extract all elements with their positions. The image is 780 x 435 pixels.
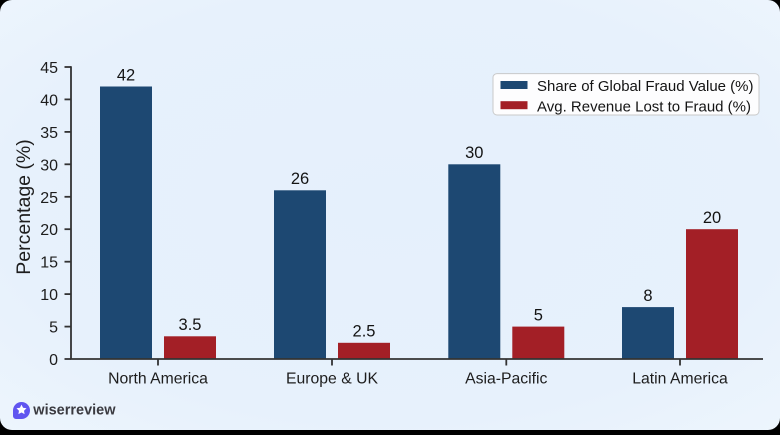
- svg-text:Share of Global Fraud Value (%: Share of Global Fraud Value (%): [537, 78, 754, 95]
- svg-text:30: 30: [465, 144, 483, 162]
- svg-text:5: 5: [534, 306, 543, 324]
- svg-text:20: 20: [703, 209, 721, 227]
- svg-text:42: 42: [117, 66, 135, 84]
- svg-text:0: 0: [49, 352, 58, 369]
- svg-text:wiserreview: wiserreview: [32, 403, 116, 419]
- svg-text:Asia-Pacific: Asia-Pacific: [465, 370, 547, 387]
- svg-text:15: 15: [40, 255, 58, 272]
- svg-text:26: 26: [291, 170, 309, 188]
- svg-text:North America: North America: [108, 370, 208, 387]
- svg-text:Percentage (%): Percentage (%): [13, 139, 35, 274]
- svg-text:30: 30: [40, 157, 58, 174]
- svg-text:Europe & UK: Europe & UK: [286, 370, 378, 387]
- svg-text:3.5: 3.5: [179, 316, 202, 334]
- svg-text:45: 45: [40, 60, 58, 77]
- svg-text:20: 20: [40, 222, 58, 239]
- svg-text:8: 8: [643, 287, 652, 305]
- svg-text:2.5: 2.5: [353, 323, 376, 341]
- svg-text:25: 25: [40, 190, 58, 207]
- svg-text:35: 35: [40, 125, 58, 142]
- svg-text:Avg. Revenue Lost to Fraud (%): Avg. Revenue Lost to Fraud (%): [537, 98, 751, 115]
- svg-text:10: 10: [40, 287, 58, 304]
- svg-text:Latin America: Latin America: [632, 370, 728, 387]
- svg-text:5: 5: [49, 320, 58, 337]
- svg-text:40: 40: [40, 92, 58, 109]
